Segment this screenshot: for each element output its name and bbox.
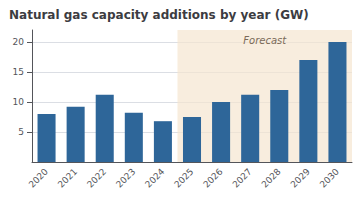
svg-text:2030: 2030 (318, 166, 341, 189)
svg-text:2022: 2022 (85, 166, 108, 189)
svg-text:2023: 2023 (114, 166, 137, 189)
svg-text:2026: 2026 (201, 166, 224, 189)
svg-text:10: 10 (13, 97, 25, 107)
svg-text:2025: 2025 (172, 166, 195, 189)
svg-text:2024: 2024 (143, 166, 166, 189)
svg-text:2029: 2029 (289, 166, 312, 189)
svg-text:Natural gas capacity additions: Natural gas capacity additions by year (… (9, 8, 309, 22)
svg-text:2021: 2021 (56, 166, 79, 189)
svg-text:2028: 2028 (260, 166, 283, 189)
svg-text:2020: 2020 (27, 166, 50, 189)
svg-text:20: 20 (13, 37, 25, 47)
svg-text:15: 15 (13, 67, 24, 77)
svg-text:2027: 2027 (230, 166, 253, 189)
svg-text:Forecast: Forecast (243, 35, 287, 46)
svg-text:5: 5 (18, 127, 24, 137)
